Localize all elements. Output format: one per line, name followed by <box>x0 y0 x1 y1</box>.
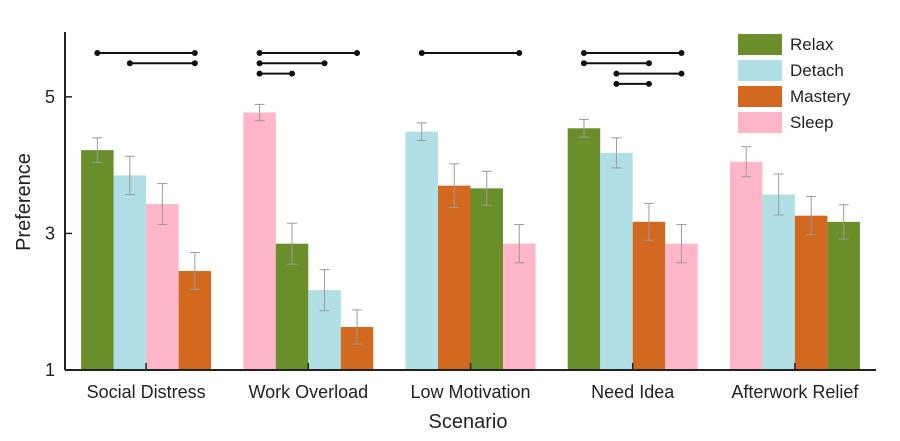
error-bar-afterwork-relief-relax <box>838 204 849 240</box>
legend-label-sleep: Sleep <box>790 113 833 132</box>
significance-line-work-overload-1 <box>256 50 361 56</box>
error-bar-social-distress-mastery <box>189 252 200 290</box>
bar-low-motivation-mastery <box>438 185 471 370</box>
error-bar-work-overload-relax <box>287 222 298 265</box>
bar-afterwork-relief-mastery <box>794 215 828 370</box>
significance-line-social-distress-1 <box>94 50 198 56</box>
significance-line-need-idea-4 <box>613 80 652 87</box>
bar-low-motivation-relax <box>470 188 503 370</box>
bar-need-idea-detach <box>600 152 633 370</box>
x-axis-label: Scenario <box>429 411 508 433</box>
bar-social-distress-sleep <box>146 204 179 370</box>
y-tick-label-3: 3 <box>45 223 55 243</box>
y-tick-label-5: 5 <box>45 87 55 107</box>
y-axis-label: Preference <box>13 153 35 251</box>
bar-social-distress-detach <box>113 175 147 370</box>
bar-work-overload-relax <box>275 243 309 370</box>
error-bar-need-idea-mastery <box>643 202 654 241</box>
bar-low-motivation-sleep <box>503 243 536 370</box>
bar-low-motivation-detach <box>405 131 438 370</box>
error-bar-work-overload-mastery <box>352 309 363 345</box>
y-tick-label-1: 1 <box>45 360 55 380</box>
significance-line-work-overload-2 <box>256 60 328 67</box>
bar-afterwork-relief-sleep <box>729 161 763 370</box>
bar-afterwork-relief-relax <box>827 221 860 370</box>
error-bar-need-idea-relax <box>578 118 589 138</box>
bar-work-overload-sleep <box>243 112 276 371</box>
error-bars-layer <box>92 103 849 345</box>
error-bar-low-motivation-detach <box>416 122 427 142</box>
legend-label-relax: Relax <box>790 35 834 54</box>
legend-swatch-mastery <box>738 86 782 107</box>
error-bar-low-motivation-mastery <box>449 163 460 208</box>
bar-afterwork-relief-detach <box>762 194 795 370</box>
error-bar-social-distress-sleep <box>157 183 168 226</box>
x-tick-label-work-overload: Work Overload <box>248 382 368 402</box>
x-tick-label-low-motivation: Low Motivation <box>410 382 530 402</box>
legend-label-detach: Detach <box>790 61 844 80</box>
bar-need-idea-relax <box>567 128 601 370</box>
error-bar-afterwork-relief-sleep <box>741 146 752 178</box>
error-bar-social-distress-relax <box>92 137 103 163</box>
error-bar-social-distress-detach <box>124 155 135 196</box>
significance-line-need-idea-3 <box>613 70 685 77</box>
legend-swatch-relax <box>738 34 782 55</box>
significance-layer <box>94 50 685 87</box>
bar-social-distress-relax <box>81 150 114 370</box>
significance-line-work-overload-3 <box>256 70 296 77</box>
significance-line-need-idea-1 <box>580 50 685 56</box>
bar-need-idea-sleep <box>665 243 698 370</box>
significance-line-social-distress-2 <box>126 60 198 67</box>
error-bar-low-motivation-relax <box>481 170 492 206</box>
x-tick-label-social-distress: Social Distress <box>87 382 206 402</box>
x-tick-label-need-idea: Need Idea <box>591 382 675 402</box>
error-bar-need-idea-sleep <box>676 224 687 264</box>
legend: Relax Detach Mastery Sleep <box>738 34 851 133</box>
bars-layer <box>81 112 860 371</box>
legend-swatch-sleep <box>738 112 782 133</box>
error-bar-afterwork-relief-detach <box>773 173 784 216</box>
significance-line-need-idea-2 <box>580 60 652 67</box>
x-tick-label-afterwork-relief: Afterwork Relief <box>731 382 859 402</box>
error-bar-work-overload-sleep <box>254 103 265 122</box>
error-bar-afterwork-relief-mastery <box>806 196 817 236</box>
error-bar-low-motivation-sleep <box>514 224 525 264</box>
legend-swatch-detach <box>738 60 782 81</box>
error-bar-need-idea-detach <box>611 137 622 169</box>
bar-need-idea-mastery <box>632 221 666 370</box>
significance-line-low-motivation-1 <box>418 50 523 56</box>
error-bar-work-overload-detach <box>319 269 330 312</box>
legend-label-mastery: Mastery <box>790 87 851 106</box>
axes: Social Distress Work Overload Low Motivati… <box>45 32 876 402</box>
